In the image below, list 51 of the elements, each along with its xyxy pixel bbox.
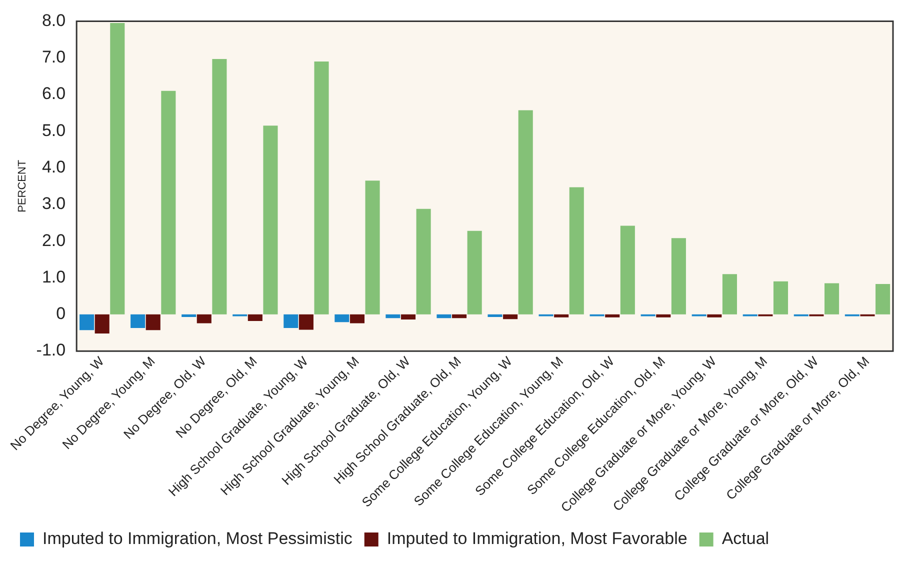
bar (284, 314, 298, 328)
y-tick-label: 3.0 (42, 194, 66, 214)
bar (488, 314, 502, 317)
legend-label: Imputed to Immigration, Most Favorable (386, 529, 688, 548)
bar (182, 314, 196, 317)
bar (876, 284, 890, 314)
bar (824, 283, 840, 314)
bar (130, 314, 146, 328)
bar (314, 62, 329, 314)
legend-label: Actual (722, 529, 770, 548)
bar (196, 314, 212, 324)
bar (350, 314, 364, 324)
bar (671, 238, 686, 314)
y-tick-label: 1.0 (42, 267, 66, 286)
y-tick-label: -1.0 (36, 340, 66, 360)
bar (365, 180, 380, 314)
bar (400, 314, 416, 320)
bar (80, 314, 94, 330)
bar (722, 274, 737, 314)
bar (620, 226, 635, 314)
bar (94, 314, 110, 334)
bar (386, 314, 400, 318)
bar (436, 314, 452, 318)
y-axis-title: PERCENT (16, 160, 29, 212)
bar (212, 58, 227, 314)
bar (518, 110, 533, 314)
y-tick-label: 0 (56, 304, 66, 324)
bar (248, 314, 262, 322)
bar (656, 314, 671, 318)
y-tick-label: 6.0 (42, 84, 66, 104)
bar (161, 90, 176, 314)
bar (554, 314, 569, 318)
bar (334, 314, 350, 322)
legend-label: Imputed to Immigration, Most Pessimistic (42, 529, 353, 548)
bar (146, 314, 160, 330)
y-tick-label: 7.0 (42, 48, 66, 67)
bar (503, 314, 518, 320)
bar (773, 281, 788, 314)
bar (569, 187, 584, 314)
bar (110, 23, 125, 314)
y-tick-label: 8.0 (42, 10, 66, 30)
bar (467, 230, 482, 314)
bar (452, 314, 467, 318)
y-tick-label: 4.0 (42, 157, 66, 176)
bar (263, 126, 278, 314)
y-tick-label: 2.0 (42, 230, 66, 250)
bar (416, 208, 431, 314)
bar (605, 314, 620, 318)
y-tick-label: 5.0 (42, 120, 66, 140)
bar (707, 314, 722, 318)
bar (298, 314, 314, 330)
